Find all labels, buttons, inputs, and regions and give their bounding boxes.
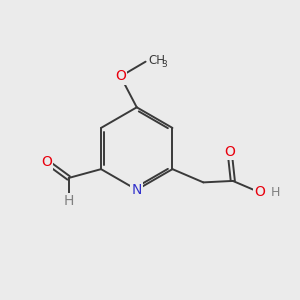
Text: 3: 3 <box>162 60 167 69</box>
Text: H: H <box>64 194 74 208</box>
Text: CH: CH <box>148 54 165 67</box>
Text: O: O <box>224 146 235 159</box>
Text: O: O <box>115 69 126 83</box>
Text: O: O <box>41 155 52 169</box>
Text: N: N <box>132 183 142 197</box>
Text: H: H <box>271 186 280 199</box>
Text: O: O <box>254 185 265 199</box>
